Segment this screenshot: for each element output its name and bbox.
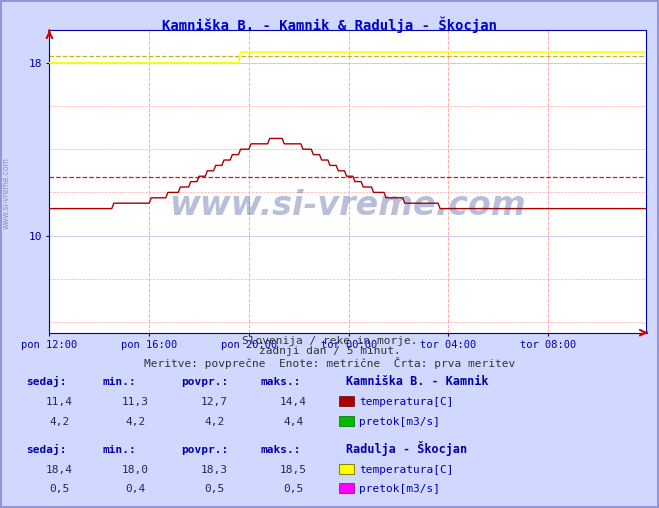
Text: povpr.:: povpr.: [181, 444, 229, 455]
Text: 12,7: 12,7 [201, 397, 227, 407]
Text: Kamniška B. - Kamnik: Kamniška B. - Kamnik [346, 375, 488, 388]
Text: www.si-vreme.com: www.si-vreme.com [169, 189, 526, 223]
Text: temperatura[C]: temperatura[C] [359, 465, 453, 475]
Text: Radulja - Škocjan: Radulja - Škocjan [346, 440, 467, 456]
Text: 0,5: 0,5 [204, 484, 224, 494]
Text: maks.:: maks.: [260, 444, 301, 455]
Text: zadnji dan / 5 minut.: zadnji dan / 5 minut. [258, 346, 401, 357]
Text: Meritve: povprečne  Enote: metrične  Črta: prva meritev: Meritve: povprečne Enote: metrične Črta:… [144, 357, 515, 369]
Text: 4,2: 4,2 [125, 417, 145, 427]
Text: 0,5: 0,5 [49, 484, 69, 494]
Text: www.si-vreme.com: www.si-vreme.com [2, 157, 11, 229]
Text: Kamniška B. - Kamnik & Radulja - Škocjan: Kamniška B. - Kamnik & Radulja - Škocjan [162, 16, 497, 33]
Text: sedaj:: sedaj: [26, 443, 67, 455]
Text: 4,4: 4,4 [283, 417, 303, 427]
Text: pretok[m3/s]: pretok[m3/s] [359, 484, 440, 494]
Text: 4,2: 4,2 [49, 417, 69, 427]
Text: 4,2: 4,2 [204, 417, 224, 427]
Text: povpr.:: povpr.: [181, 377, 229, 387]
Text: pretok[m3/s]: pretok[m3/s] [359, 417, 440, 427]
Text: maks.:: maks.: [260, 377, 301, 387]
Text: Slovenija / reke in morje.: Slovenija / reke in morje. [242, 336, 417, 346]
Text: min.:: min.: [102, 377, 136, 387]
Text: 11,3: 11,3 [122, 397, 148, 407]
Text: sedaj:: sedaj: [26, 376, 67, 387]
Text: 18,5: 18,5 [280, 465, 306, 475]
Text: min.:: min.: [102, 444, 136, 455]
Text: temperatura[C]: temperatura[C] [359, 397, 453, 407]
Text: 18,4: 18,4 [46, 465, 72, 475]
Text: 11,4: 11,4 [46, 397, 72, 407]
Text: 0,5: 0,5 [283, 484, 303, 494]
Text: 18,0: 18,0 [122, 465, 148, 475]
Text: 0,4: 0,4 [125, 484, 145, 494]
Text: 14,4: 14,4 [280, 397, 306, 407]
Text: 18,3: 18,3 [201, 465, 227, 475]
